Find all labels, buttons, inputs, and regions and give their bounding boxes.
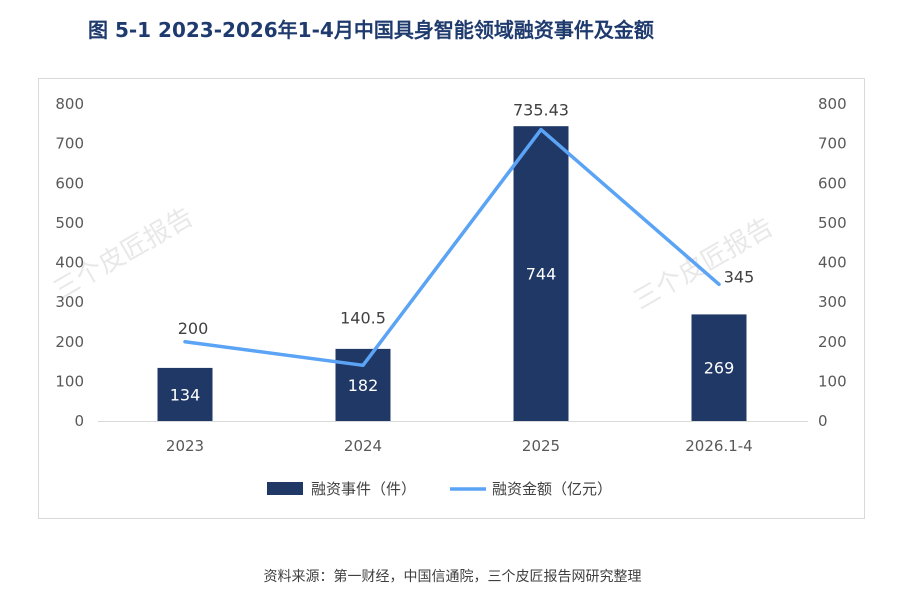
chart-title: 图 5-1 2023-2026年1-4月中国具身智能领域融资事件及金额 (88, 18, 654, 42)
x-tick-2024: 2024 (344, 437, 382, 455)
bar-label-2024: 182 (348, 376, 379, 395)
y-right-tick-800: 800 (818, 95, 847, 113)
x-tick-2023: 2023 (166, 437, 204, 455)
y-right-tick-100: 100 (818, 372, 847, 390)
legend-swatch-bar (267, 482, 303, 495)
y-left-tick-400: 400 (55, 254, 84, 272)
y-left-tick-500: 500 (55, 214, 84, 232)
bar-label-2023: 134 (170, 385, 201, 404)
y-right-tick-700: 700 (818, 135, 847, 153)
left-axis: 0 100 200 300 400 500 600 700 800 (55, 95, 84, 430)
y-left-tick-200: 200 (55, 333, 84, 351)
line-path (183, 127, 721, 368)
right-axis: 0 100 200 300 400 500 600 700 800 (818, 95, 847, 430)
bar-label-2026.1-4: 269 (704, 359, 735, 378)
bar-2026.1-4 (691, 314, 747, 421)
bar-label-2025: 744 (526, 265, 557, 284)
line-label-2026.1-4: 345 (724, 267, 755, 286)
y-right-tick-300: 300 (818, 293, 847, 311)
bar-2024 (335, 348, 391, 421)
y-left-tick-0: 0 (74, 412, 84, 430)
line-label-2023: 200 (178, 319, 209, 338)
x-tick-2026.1-4: 2026.1-4 (685, 437, 752, 455)
y-left-tick-700: 700 (55, 135, 84, 153)
bar-series: 134 182 744 269 (157, 126, 747, 421)
bar-2023 (157, 367, 213, 421)
bar-2025 (513, 126, 569, 421)
legend-label-line: 融资金额（亿元） (492, 480, 612, 498)
legend-label-bar: 融资事件（件） (311, 480, 416, 498)
y-right-tick-600: 600 (818, 174, 847, 192)
y-left-tick-600: 600 (55, 174, 84, 192)
y-right-tick-0: 0 (818, 412, 828, 430)
y-left-tick-300: 300 (55, 293, 84, 311)
x-axis: 2023 2024 2025 2026.1-4 (98, 421, 808, 455)
y-right-tick-200: 200 (818, 333, 847, 351)
y-left-tick-800: 800 (55, 95, 84, 113)
y-right-tick-500: 500 (818, 214, 847, 232)
line-series: 200 140.5 735.43 345 (178, 101, 755, 368)
line-label-2024: 140.5 (340, 308, 386, 327)
y-left-tick-100: 100 (55, 372, 84, 390)
watermark-2: 三个皮匠报告 (629, 212, 779, 316)
source-note: 资料来源：第一财经，中国信通院，三个皮匠报告网研究整理 (263, 569, 642, 585)
legend: 融资事件（件） 融资金额（亿元） (267, 480, 612, 498)
chart-frame (38, 78, 865, 519)
x-tick-2025: 2025 (522, 437, 560, 455)
line-label-2025: 735.43 (513, 101, 569, 120)
y-right-tick-400: 400 (818, 254, 847, 272)
